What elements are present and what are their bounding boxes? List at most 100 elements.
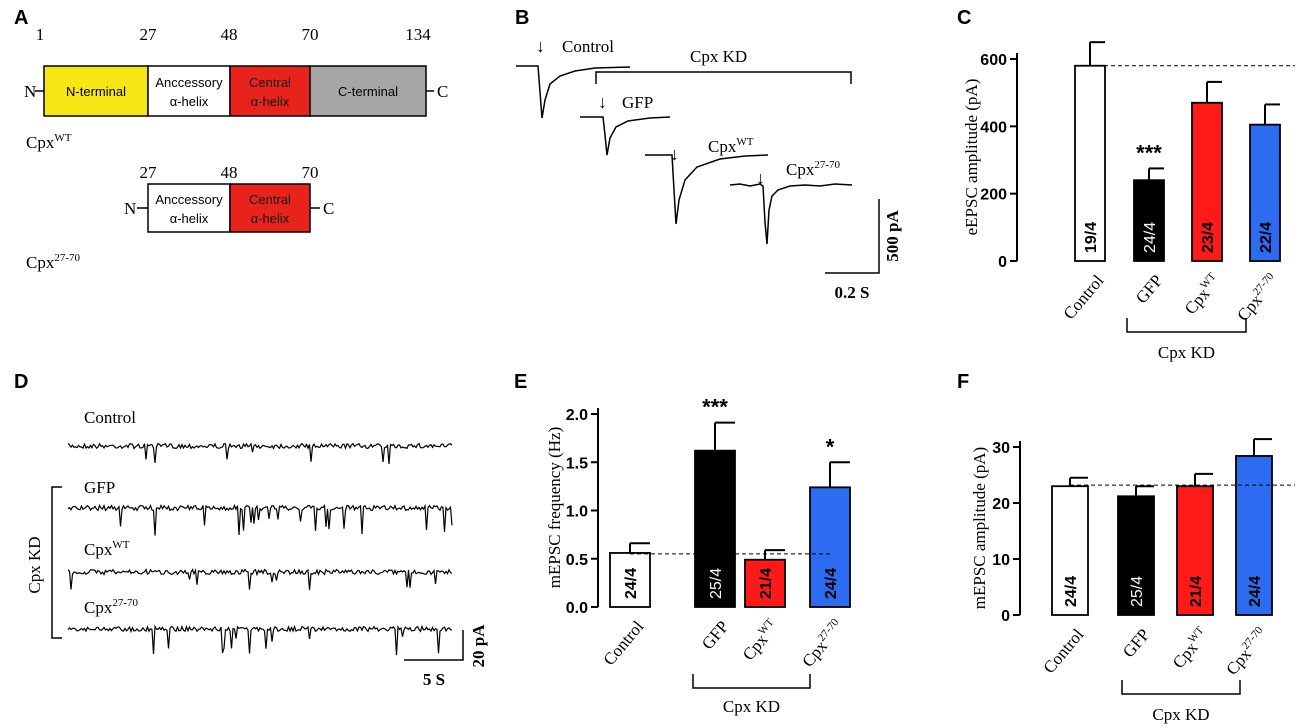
gfp-mini-trace: [67, 503, 453, 536]
bar-e: [694, 449, 736, 608]
panel-a-letter: A: [14, 7, 28, 29]
cpx-kd-bracket-c: [1126, 318, 1247, 333]
cpx-kd-label-e: Cpx KD: [723, 697, 780, 716]
y-tick-label-f: 20: [992, 496, 1010, 513]
y-tick-label-c: 600: [980, 52, 1007, 69]
n-label-c: 19/4: [1083, 222, 1100, 253]
control-trace-label: Control: [562, 37, 614, 56]
category-base: Control: [1040, 625, 1088, 677]
control-mini-trace: [67, 442, 453, 464]
category-label-f: CpxWT: [1168, 624, 1213, 672]
n-label-c: 24/4: [1142, 222, 1159, 253]
trunc-central-helix-domain: [229, 183, 311, 233]
category-sup: 27-70: [816, 616, 842, 644]
category-label-f: GFP: [1119, 625, 1154, 661]
scale-x-label-d: 5 S: [423, 670, 445, 689]
trunc-accessory-helix-domain: [147, 183, 231, 233]
y-tick-label-e: 0.5: [566, 552, 588, 569]
n-label-f: 21/4: [1188, 576, 1205, 607]
category-base: GFP: [698, 617, 733, 653]
bar-e: [609, 552, 651, 608]
significance-c: ***: [1136, 140, 1162, 165]
panel-e-letter: E: [514, 371, 527, 393]
wt-central-helix-domain: [229, 65, 311, 117]
y-tick-label-c: 0: [998, 254, 1007, 271]
category-base: Control: [600, 617, 648, 669]
trunc-n-terminus-label: N: [124, 199, 136, 218]
wt-central-label-2: α-helix: [251, 94, 290, 109]
cpx-kd-label-f: Cpx KD: [1152, 705, 1209, 724]
category-base: Control: [1060, 271, 1108, 323]
n-label-c: 23/4: [1200, 222, 1217, 253]
n-label-f: 25/4: [1129, 576, 1146, 607]
cpx-kd-bracket-f: [1121, 680, 1241, 695]
n-label-f: 24/4: [1247, 576, 1264, 607]
trunc-pos-70: 70: [302, 163, 319, 182]
category-label-c: Control: [1060, 271, 1108, 323]
wt-pos-27: 27: [140, 25, 158, 44]
n-label-e: 25/4: [708, 568, 725, 599]
cpxwt-mini-trace: [67, 567, 453, 590]
cpx2770-eepsc-trace: [729, 183, 853, 245]
category-label-c: Cpx27-70: [1232, 270, 1282, 325]
gfp-trace-label: GFP: [622, 93, 653, 112]
cpx-kd-bracket-e: [692, 674, 811, 689]
y-axis-label-f: mEPSC amplitude (pA): [970, 447, 989, 609]
cpx2770-mini-label: Cpx27-70: [84, 597, 139, 617]
cpx-kd-label-b: Cpx KD: [690, 47, 747, 66]
scale-y-label-b: 500 pA: [883, 210, 902, 262]
control-mini-label: Control: [84, 408, 136, 427]
y-tick-label-f: 10: [992, 552, 1010, 569]
category-label-f: Cpx27-70: [1221, 624, 1271, 679]
bar-e: [809, 486, 851, 608]
wt-accessory-label-1: Anccessory: [155, 75, 223, 90]
cpxwt-mini-label: CpxWT: [84, 539, 130, 559]
scale-bar-d: [404, 630, 464, 661]
significance-e: *: [826, 434, 835, 459]
cpx-27-70-label: Cpx27-70: [26, 252, 81, 272]
y-tick-label-e: 1.5: [566, 455, 588, 472]
scale-bar-b: [825, 199, 880, 274]
panel-f-letter: F: [957, 371, 969, 393]
trunc-central-label-2: α-helix: [251, 211, 290, 226]
cpx-kd-bracket-d: [51, 486, 62, 639]
cpxwt-eepsc-trace: [645, 154, 769, 225]
wt-accessory-helix-domain: [147, 65, 231, 117]
gfp-mini-label: GFP: [84, 478, 115, 497]
cpx-27-70-construct: 27 48 70 N Anccessory α-helix Central α-…: [26, 163, 334, 272]
bar-c: [1249, 123, 1281, 262]
scale-x-label-b: 0.2 S: [835, 283, 870, 302]
wt-pos-48: 48: [221, 25, 238, 44]
bar-c: [1133, 179, 1165, 262]
panel-c-chart: C 0 200 400 600 eEPSC amplitude (pA) 19/4 Contr…: [957, 7, 1295, 362]
trunc-pos-48: 48: [221, 163, 238, 182]
panel-c-letter: C: [957, 7, 971, 29]
control-eepsc-trace: [516, 65, 631, 119]
cpx-kd-label-d: Cpx KD: [25, 536, 44, 593]
y-tick-label-e: 2.0: [566, 407, 588, 424]
category-base: GFP: [1119, 625, 1154, 661]
wt-pos-70: 70: [302, 25, 319, 44]
cpx-kd-bracket-b: [595, 71, 852, 84]
trunc-accessory-label-2: α-helix: [170, 211, 209, 226]
category-sup: 27-70: [1240, 624, 1266, 652]
category-label-e: Control: [600, 617, 648, 669]
control-stim-arrow: ↓: [536, 36, 545, 56]
panel-d: D Control GFP CpxWT Cpx27-70 Cpx KD 20 p…: [14, 371, 488, 689]
cpxwt-stim-arrow: ↓: [670, 144, 679, 164]
cpx-wt-label: CpxWT: [26, 132, 72, 152]
cpx-wt-construct: 1 27 48 70 134 N N-terminal Anccessory α…: [24, 25, 448, 152]
wt-accessory-label-2: α-helix: [170, 94, 209, 109]
n-label-e: 24/4: [823, 568, 840, 599]
y-tick-label-c: 400: [980, 119, 1007, 136]
panel-a: A 1 27 48 70 134 N N-terminal Anccessory…: [14, 7, 448, 272]
cpx-kd-label-c: Cpx KD: [1158, 343, 1215, 362]
n-label-e: 24/4: [623, 568, 640, 599]
wt-n-terminal-label: N-terminal: [66, 84, 126, 99]
n-label-c: 22/4: [1258, 222, 1275, 253]
category-base: GFP: [1132, 271, 1167, 307]
panel-b: B ↓ Control Cpx KD ↓ GFP ↓ CpxWT ↓ Cpx27…: [515, 7, 902, 302]
wt-c-terminal-label: C-terminal: [338, 84, 398, 99]
